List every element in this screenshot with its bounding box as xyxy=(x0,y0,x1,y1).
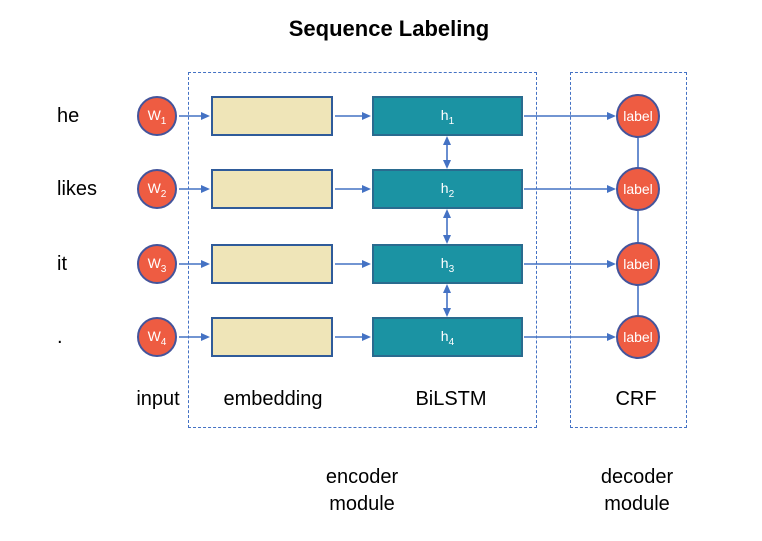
input-node-sub: 1 xyxy=(160,115,167,127)
word-label-likes: likes xyxy=(57,178,98,200)
hidden-state-box-h2: h2 xyxy=(372,169,523,209)
hidden-state-text: h xyxy=(440,180,449,196)
decoder-caption-line2: module xyxy=(604,493,670,515)
hidden-state-sub: 3 xyxy=(448,263,455,275)
hidden-state-box-h3: h3 xyxy=(372,244,523,284)
input-node-w1: W1 xyxy=(137,96,177,136)
column-label-input: input xyxy=(136,388,180,410)
decoder-module-caption: decoder module xyxy=(557,464,717,518)
encoder-caption-line1: encoder xyxy=(325,466,399,488)
diagram-title: Sequence Labeling xyxy=(288,16,490,41)
input-node-text: W xyxy=(147,180,161,196)
input-node-w3: W3 xyxy=(137,244,177,284)
embedding-box-2 xyxy=(211,169,333,209)
encoder-caption-line2: module xyxy=(329,493,395,515)
embedding-box-3 xyxy=(211,244,333,284)
input-node-text: W xyxy=(147,107,161,123)
crf-label-node-2: label xyxy=(616,167,660,211)
input-node-sub: 3 xyxy=(160,263,167,275)
embedding-box-4 xyxy=(211,317,333,357)
embedding-box-1 xyxy=(211,96,333,136)
hidden-state-box-h4: h4 xyxy=(372,317,523,357)
column-label-bilstm: BiLSTM xyxy=(415,388,487,410)
decoder-caption-line1: decoder xyxy=(600,466,674,488)
word-label-period: . xyxy=(57,326,63,348)
column-label-embedding: embedding xyxy=(223,388,323,410)
word-label-it: it xyxy=(57,253,67,275)
input-node-w2: W2 xyxy=(137,169,177,209)
hidden-state-box-h1: h1 xyxy=(372,96,523,136)
hidden-state-sub: 1 xyxy=(448,115,455,127)
input-node-text: W xyxy=(147,328,161,344)
hidden-state-text: h xyxy=(440,328,449,344)
hidden-state-text: h xyxy=(440,107,449,123)
column-label-crf: CRF xyxy=(615,388,657,410)
encoder-module-caption: encoder module xyxy=(282,464,442,518)
input-node-w4: W4 xyxy=(137,317,177,357)
hidden-state-text: h xyxy=(440,255,449,271)
hidden-state-sub: 2 xyxy=(448,188,455,200)
hidden-state-sub: 4 xyxy=(448,336,455,348)
input-node-sub: 2 xyxy=(160,188,167,200)
crf-label-node-3: label xyxy=(616,242,660,286)
crf-label-node-4: label xyxy=(616,315,660,359)
decoder-module-box xyxy=(570,72,687,428)
word-label-he: he xyxy=(57,105,80,127)
crf-label-node-1: label xyxy=(616,94,660,138)
input-node-text: W xyxy=(147,255,161,271)
encoder-module-box xyxy=(188,72,537,428)
input-node-sub: 4 xyxy=(160,336,167,348)
